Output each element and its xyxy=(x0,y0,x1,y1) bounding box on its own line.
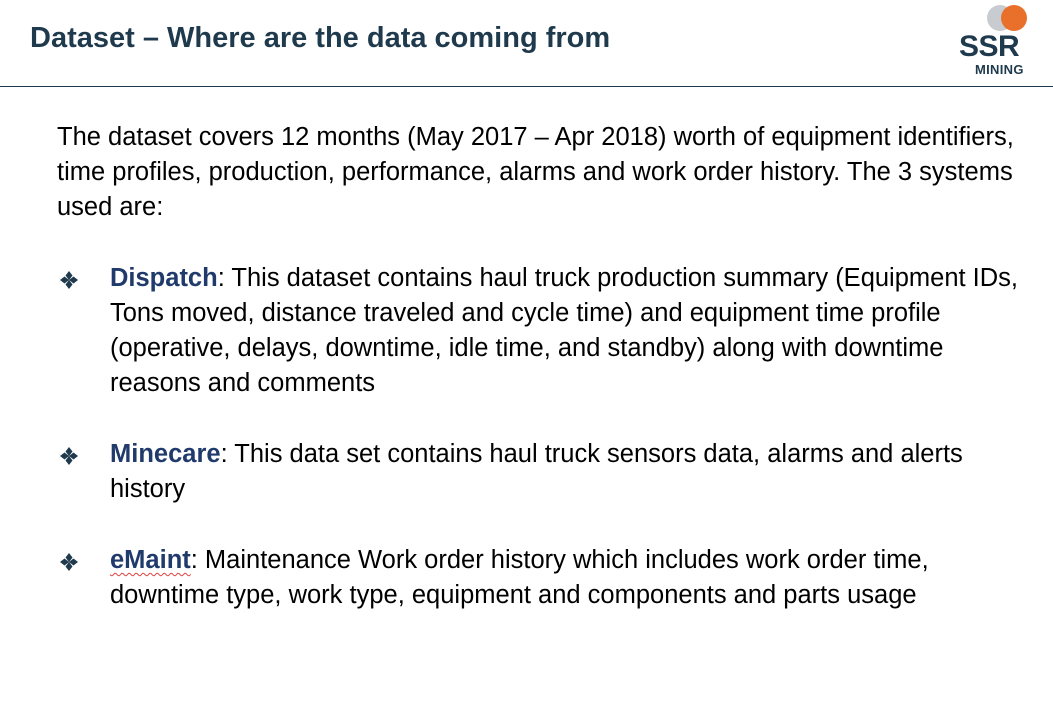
system-name: Minecare xyxy=(110,440,221,468)
system-description: : This dataset contains haul truck produ… xyxy=(110,264,1019,397)
four-diamond-bullet-icon xyxy=(60,447,78,465)
logo-tagline: MINING xyxy=(975,62,1024,77)
system-name: eMaint xyxy=(110,546,191,574)
slide-title: Dataset – Where are the data coming from xyxy=(30,22,611,54)
intro-paragraph: The dataset covers 12 months (May 2017 –… xyxy=(57,123,1014,221)
systems-list: Dispatch: This dataset contains haul tru… xyxy=(57,261,1037,613)
system-description: : Maintenance Work order history which i… xyxy=(110,546,929,609)
logo-circles-icon xyxy=(987,5,1027,31)
system-item-emaint: eMaint: Maintenance Work order history w… xyxy=(57,543,1037,613)
company-logo: SSR MINING xyxy=(955,4,1035,80)
system-description: : This data set contains haul truck sens… xyxy=(110,440,963,503)
system-item-minecare: Minecare: This data set contains haul tr… xyxy=(57,437,1037,507)
logo-wordmark: SSR xyxy=(959,30,1020,63)
slide-body: The dataset covers 12 months (May 2017 –… xyxy=(57,120,1037,613)
four-diamond-bullet-icon xyxy=(60,553,78,571)
system-name: Dispatch xyxy=(110,264,218,292)
slide-header: Dataset – Where are the data coming from… xyxy=(0,0,1053,87)
four-diamond-bullet-icon xyxy=(60,271,78,289)
system-item-dispatch: Dispatch: This dataset contains haul tru… xyxy=(57,261,1037,401)
